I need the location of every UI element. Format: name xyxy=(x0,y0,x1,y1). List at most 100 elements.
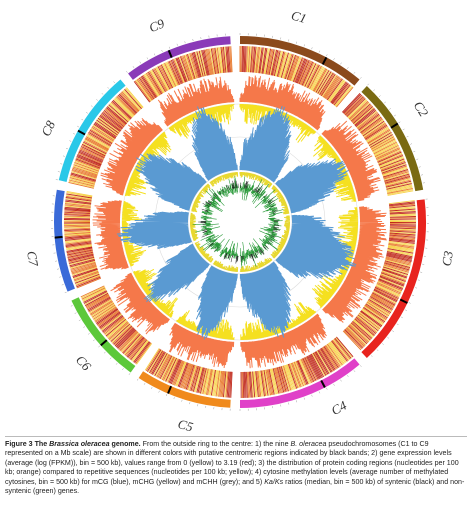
centromere xyxy=(167,385,173,394)
scale-tick xyxy=(367,83,370,86)
chromosome-label: C8 xyxy=(38,118,58,139)
scale-tick xyxy=(353,71,356,74)
scale-tick xyxy=(400,316,403,319)
scale-tick xyxy=(318,391,321,394)
scale-tick xyxy=(126,70,128,73)
scale-tick xyxy=(387,336,390,339)
scale-tick xyxy=(347,67,349,69)
chromosome-label: C6 xyxy=(73,352,95,374)
scale-tick xyxy=(296,41,297,44)
chromosome-band xyxy=(239,36,360,86)
caption-text: From the outside ring to the centre: 1) … xyxy=(140,440,291,448)
scale-tick xyxy=(181,399,183,402)
centromere xyxy=(167,49,173,58)
scale-tick xyxy=(184,41,186,44)
caption-text: ratios (median, bin = 500 kb) of synteni… xyxy=(5,477,465,496)
chromosome-band xyxy=(361,199,426,359)
scale-tick xyxy=(176,43,178,46)
expression-heat-low xyxy=(63,46,417,398)
centromere xyxy=(54,235,63,239)
scale-tick xyxy=(64,291,67,293)
scale-tick xyxy=(376,349,379,352)
chromosome-band xyxy=(54,189,75,292)
scale-tick xyxy=(347,375,349,377)
scale-tick xyxy=(143,382,146,385)
scale-tick xyxy=(396,323,399,326)
scale-tick xyxy=(78,319,81,321)
scale-tick xyxy=(101,92,104,95)
scale-tick xyxy=(382,343,384,345)
centromere xyxy=(321,56,328,65)
scale-tick xyxy=(393,114,396,117)
scale-tick xyxy=(360,365,362,367)
scale-tick xyxy=(415,287,418,289)
scale-tick xyxy=(333,383,335,386)
caption-text: B. oleracea xyxy=(290,440,327,448)
scale-tick xyxy=(107,87,110,89)
scale-tick xyxy=(353,370,356,373)
scale-tick xyxy=(373,89,375,92)
chromosome-label: C5 xyxy=(176,416,195,432)
scale-tick xyxy=(413,151,416,153)
scale-tick xyxy=(57,171,60,173)
scale-tick xyxy=(384,101,386,104)
chromosome-label: C1 xyxy=(289,7,308,26)
chromosome-label: C4 xyxy=(329,397,350,418)
scale-tick xyxy=(166,394,168,397)
scale-tick xyxy=(303,44,305,47)
caption-text: genome. xyxy=(109,440,141,448)
scale-tick xyxy=(115,362,118,365)
scale-tick xyxy=(161,49,163,52)
scale-tick xyxy=(412,294,415,296)
figure-caption: Figure 3 The Brassica oleracea genome. F… xyxy=(5,436,467,496)
scale-tick xyxy=(169,46,171,49)
coding-track xyxy=(92,75,387,369)
scale-tick xyxy=(92,339,95,342)
scale-tick xyxy=(151,387,153,389)
chromosome-band xyxy=(138,371,231,408)
scale-tick xyxy=(311,394,313,397)
scale-tick xyxy=(417,279,420,281)
scale-tick xyxy=(340,379,342,382)
chromosome-label: C2 xyxy=(411,98,432,119)
scale-tick xyxy=(132,66,135,69)
scale-tick xyxy=(408,302,411,304)
chromosome-label: C3 xyxy=(439,249,456,267)
caption-text: Ka/Ks xyxy=(264,477,284,486)
scale-tick xyxy=(340,62,342,65)
chromosome-band xyxy=(361,85,424,192)
scale-tick xyxy=(158,390,160,393)
circos-plot: C1 C2 C3 C4 C5 C6 C7 C8 C9 xyxy=(24,7,456,432)
caption-text: pseudochromosomes (C1 to C9 represented … xyxy=(5,440,459,486)
scale-tick xyxy=(139,61,142,64)
scale-tick xyxy=(318,50,321,53)
scale-tick xyxy=(83,326,86,328)
scale-tick xyxy=(416,158,419,160)
expression-heat-high xyxy=(63,45,417,399)
scale-tick xyxy=(74,312,77,314)
scale-tick xyxy=(128,373,131,376)
chromosome-band xyxy=(71,297,136,373)
kaks-syntenic xyxy=(198,180,280,264)
scale-tick xyxy=(288,402,290,405)
mcg-track xyxy=(116,105,357,340)
chromosome-label: C9 xyxy=(147,15,167,35)
centromere xyxy=(100,339,108,347)
scale-tick xyxy=(73,133,75,135)
mchg-track xyxy=(189,171,291,273)
expression-heat-mid xyxy=(63,45,417,399)
chromosome-band xyxy=(128,36,231,80)
caption-text: Brassica oleracea xyxy=(49,440,110,448)
scale-tick xyxy=(296,400,297,403)
scale-tick xyxy=(406,136,409,138)
chromosome-label: C7 xyxy=(24,250,41,268)
scale-tick xyxy=(70,305,73,307)
scale-tick xyxy=(410,143,413,145)
centromere xyxy=(77,129,86,136)
scale-tick xyxy=(60,163,63,165)
scale-tick xyxy=(288,39,290,42)
scale-tick xyxy=(146,57,149,60)
scale-tick xyxy=(303,397,305,400)
scale-tick xyxy=(192,38,194,42)
